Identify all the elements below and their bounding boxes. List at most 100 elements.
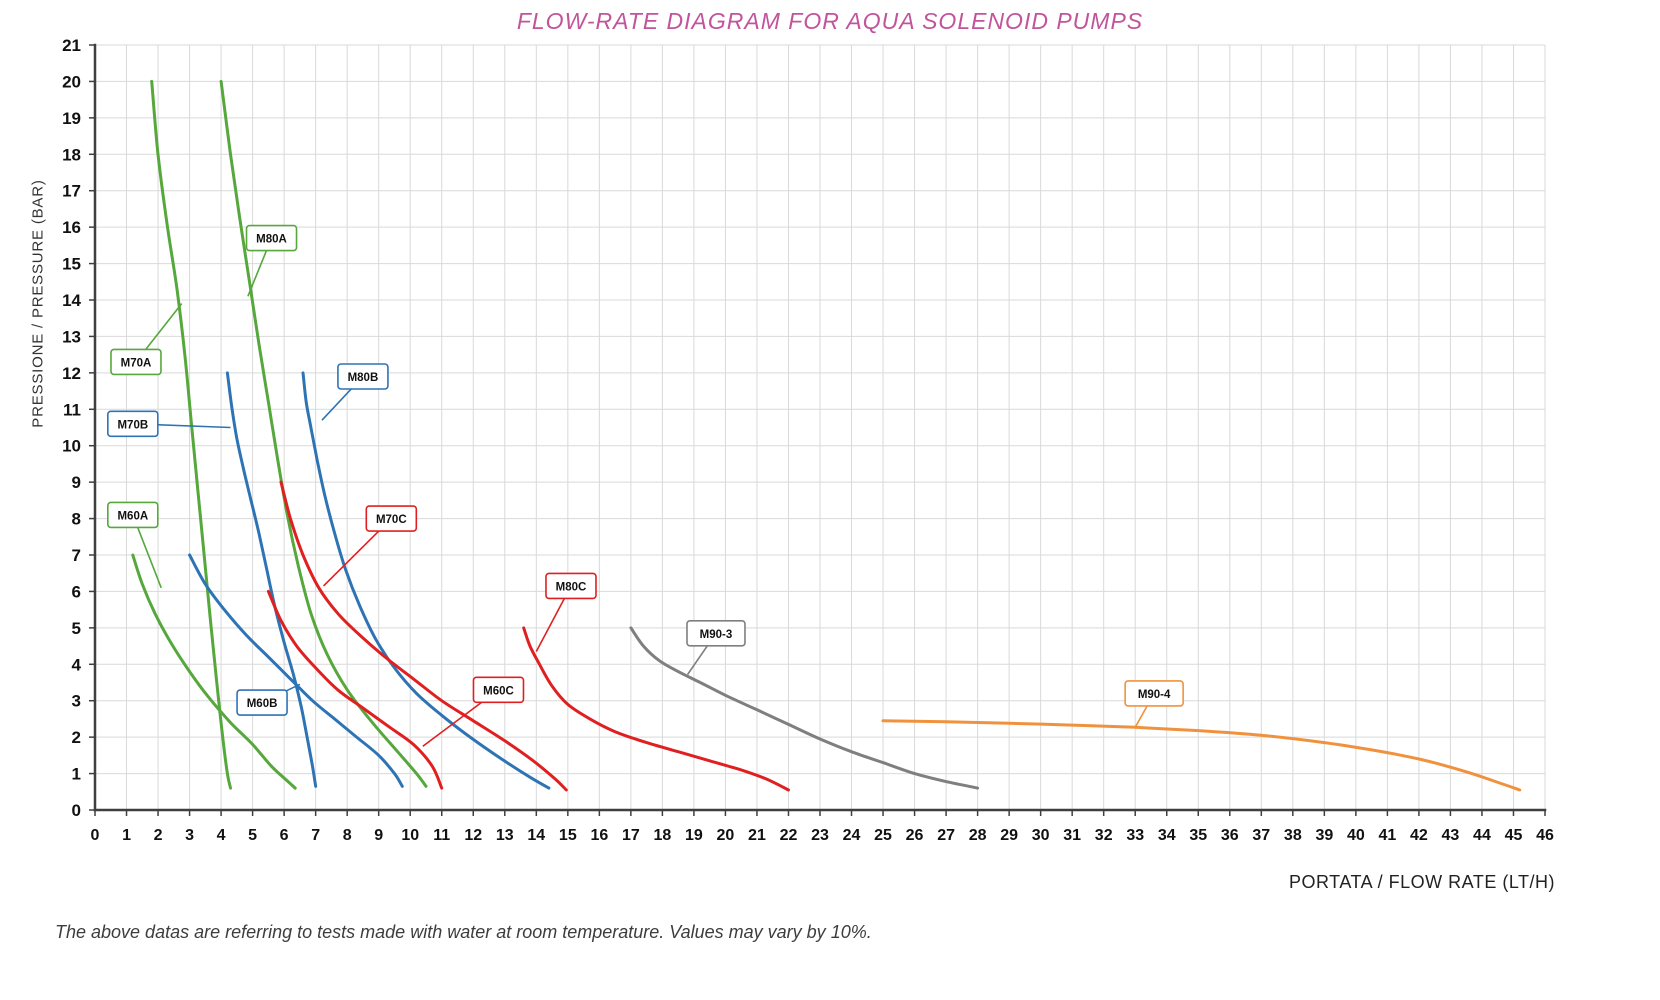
curve-M80C <box>522 626 790 792</box>
svg-text:41: 41 <box>1378 827 1396 844</box>
callout-label-M90-3: M90-3 <box>700 629 733 641</box>
callout-M80A: M80A <box>245 224 298 297</box>
svg-text:31: 31 <box>1063 827 1081 844</box>
curve-M60C <box>266 589 444 790</box>
svg-text:21: 21 <box>748 827 766 844</box>
svg-text:45: 45 <box>1505 827 1523 844</box>
callout-label-M60A: M60A <box>117 510 148 522</box>
chart-title: FLOW-RATE DIAGRAM FOR AQUA SOLENOID PUMP… <box>516 8 1144 34</box>
callout-label-M80B: M80B <box>348 372 379 384</box>
svg-text:22: 22 <box>780 827 798 844</box>
footnote-text: The above datas are referring to tests m… <box>55 922 872 942</box>
callout-M80C: M80C <box>535 572 597 652</box>
svg-text:21: 21 <box>62 36 81 55</box>
callout-label-M60B: M60B <box>247 698 278 710</box>
svg-text:34: 34 <box>1158 827 1176 844</box>
callout-M90-4: M90-4 <box>1124 680 1184 728</box>
svg-text:25: 25 <box>874 827 892 844</box>
svg-text:20: 20 <box>62 72 81 91</box>
curve-M70B <box>225 371 318 788</box>
callout-label-M80A: M80A <box>256 234 287 246</box>
tick-marks <box>89 44 1546 816</box>
svg-text:15: 15 <box>559 827 577 844</box>
x-tick-labels: 0 1 2 3 4 5 6 7 8 9 10 11 12 13 14 15 16 17 18 19 20 21 22 23 24… <box>91 827 1554 844</box>
callout-M90-3: M90-3 <box>686 620 746 675</box>
callout-M70B: M70B <box>107 410 231 438</box>
callout-box-M60A <box>107 501 159 529</box>
svg-text:43: 43 <box>1442 827 1460 844</box>
svg-text:2: 2 <box>72 728 81 747</box>
svg-text:9: 9 <box>72 473 81 492</box>
svg-text:2: 2 <box>154 827 163 844</box>
svg-text:12: 12 <box>464 827 482 844</box>
svg-text:35: 35 <box>1189 827 1207 844</box>
callout-box-M90-3 <box>686 620 746 647</box>
svg-text:16: 16 <box>590 827 608 844</box>
svg-text:19: 19 <box>685 827 703 844</box>
svg-text:11: 11 <box>63 400 81 419</box>
svg-text:7: 7 <box>311 827 320 844</box>
callout-label-M60C: M60C <box>483 685 514 697</box>
svg-text:36: 36 <box>1221 827 1239 844</box>
callout-box-M90-4 <box>1124 680 1184 707</box>
svg-text:38: 38 <box>1284 827 1302 844</box>
svg-text:32: 32 <box>1095 827 1113 844</box>
curve-M90-3 <box>629 626 980 790</box>
svg-text:23: 23 <box>811 827 829 844</box>
svg-text:17: 17 <box>62 182 81 201</box>
svg-text:18: 18 <box>62 145 81 164</box>
callout-box-M80B <box>337 363 389 390</box>
svg-text:7: 7 <box>72 546 81 565</box>
svg-text:8: 8 <box>343 827 352 844</box>
svg-text:24: 24 <box>843 827 861 844</box>
y-axis-label: PRESSIONE / PRESSURE (BAR) <box>29 179 47 428</box>
callout-box-M70A <box>110 348 162 376</box>
curve-M80A <box>219 79 428 788</box>
callout-box-M80C <box>545 572 597 600</box>
callout-label-M70C: M70C <box>376 514 407 526</box>
svg-text:42: 42 <box>1410 827 1428 844</box>
svg-text:13: 13 <box>62 327 81 346</box>
svg-text:0: 0 <box>72 801 81 820</box>
callout-label-M80C: M80C <box>556 581 587 593</box>
svg-text:9: 9 <box>374 827 383 844</box>
svg-text:12: 12 <box>62 364 81 383</box>
svg-text:17: 17 <box>622 827 640 844</box>
svg-text:5: 5 <box>72 619 81 638</box>
svg-text:14: 14 <box>62 291 81 310</box>
callout-box-M70C <box>365 505 418 532</box>
svg-text:15: 15 <box>62 255 81 274</box>
svg-text:20: 20 <box>717 827 735 844</box>
svg-text:8: 8 <box>72 510 81 529</box>
svg-text:30: 30 <box>1032 827 1050 844</box>
callout-box-M60B <box>236 689 288 716</box>
callout-label-M70B: M70B <box>117 419 148 431</box>
svg-text:1: 1 <box>122 827 131 844</box>
curve-M60B <box>188 553 404 788</box>
callout-M60B: M60B <box>236 683 301 716</box>
svg-text:5: 5 <box>248 827 257 844</box>
curve-callouts: M70A M80A M70B M80B M60A M70C M80C M60B M60C M90-… <box>107 224 1184 747</box>
x-axis-label: PORTATA / FLOW RATE (LT/H) <box>1288 872 1555 892</box>
svg-text:33: 33 <box>1126 827 1144 844</box>
svg-text:44: 44 <box>1473 827 1491 844</box>
callout-box-M80A <box>245 224 298 252</box>
svg-text:3: 3 <box>72 692 81 711</box>
curve-M70A <box>150 79 232 790</box>
svg-text:46: 46 <box>1536 827 1554 844</box>
callout-M70A: M70A <box>110 303 183 376</box>
curve-M80B <box>301 371 551 790</box>
svg-text:14: 14 <box>527 827 545 844</box>
svg-text:13: 13 <box>496 827 514 844</box>
callout-label-M90-4: M90-4 <box>1138 689 1171 701</box>
svg-text:37: 37 <box>1252 827 1270 844</box>
svg-text:26: 26 <box>906 827 924 844</box>
svg-text:10: 10 <box>62 437 81 456</box>
svg-text:10: 10 <box>401 827 419 844</box>
gridlines <box>94 44 1546 811</box>
svg-text:29: 29 <box>1000 827 1018 844</box>
svg-text:1: 1 <box>72 765 81 784</box>
